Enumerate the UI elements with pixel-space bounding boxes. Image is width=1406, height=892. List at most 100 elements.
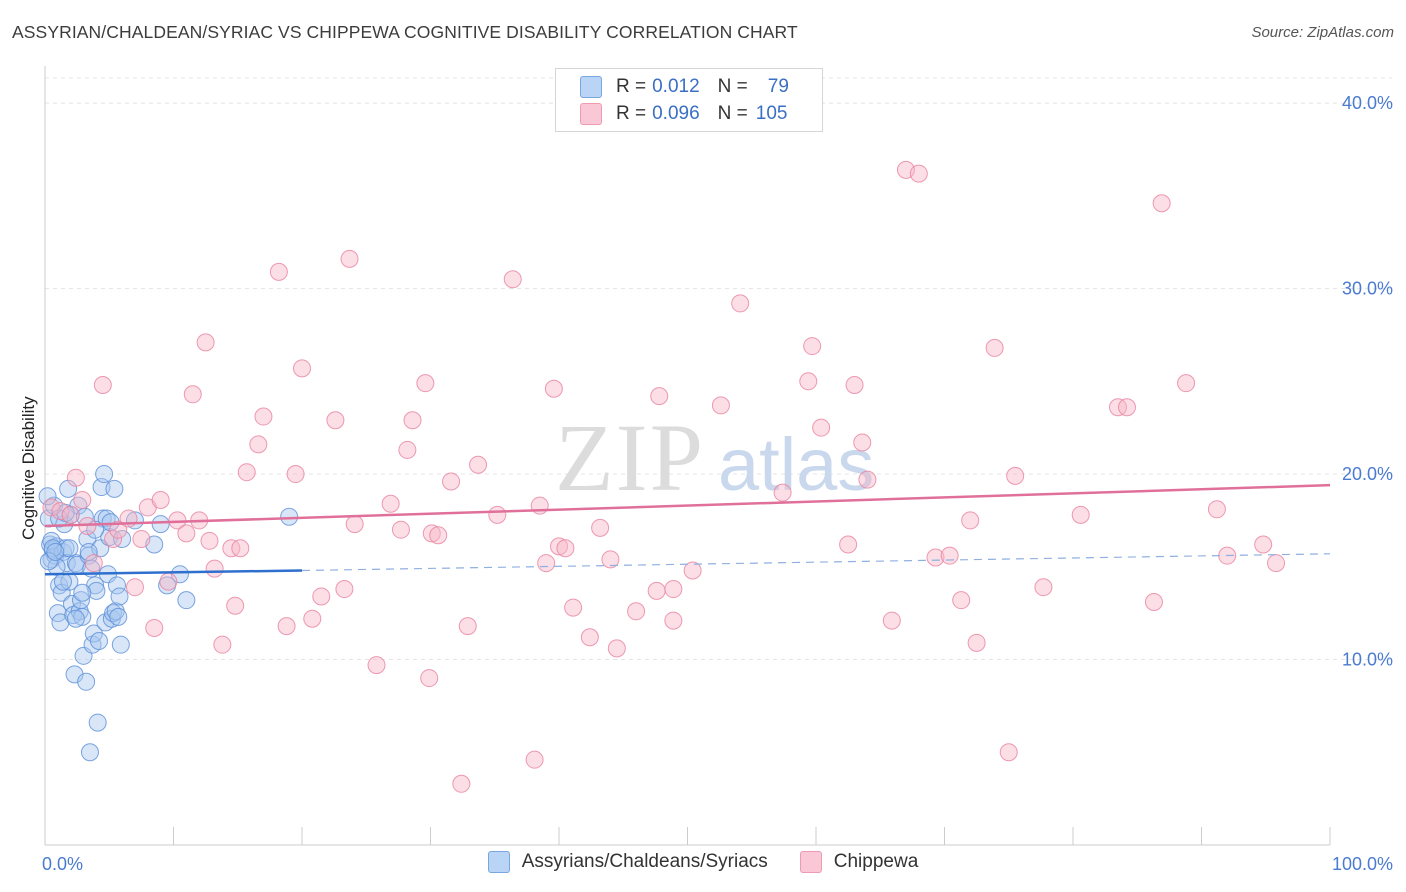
series-legend: Assyrians/Chaldeans/Syriacs Chippewa — [0, 851, 1406, 873]
data-point — [213, 635, 232, 654]
source-label: Source: ZipAtlas.com — [1251, 24, 1394, 41]
data-point — [79, 542, 98, 561]
data-point — [1144, 593, 1163, 612]
axes — [44, 66, 1331, 846]
data-point — [544, 379, 563, 398]
data-point — [1034, 578, 1053, 597]
data-point — [1177, 374, 1196, 393]
data-point — [286, 465, 305, 484]
y-tick-label: 20.0% — [1342, 464, 1393, 484]
trend-line-assyrians — [44, 569, 303, 576]
data-point — [89, 631, 108, 650]
legend-n-value: 79 — [767, 76, 789, 97]
data-point — [711, 396, 730, 415]
legend-n-label: N = — [717, 76, 748, 97]
data-point — [205, 559, 224, 578]
data-point — [580, 628, 599, 647]
legend-item-assyrians[interactable]: Assyrians/Chaldeans/Syriacs — [487, 851, 768, 873]
data-point — [293, 359, 311, 378]
data-point — [73, 491, 92, 510]
data-point — [66, 609, 85, 628]
data-point — [66, 468, 85, 487]
legend-swatch-chippewa — [580, 103, 602, 125]
data-point — [1006, 466, 1025, 485]
watermark: ZIP atlas — [555, 404, 874, 511]
data-point — [110, 587, 129, 606]
legend-swatch-assyrians — [487, 851, 510, 873]
data-point — [601, 550, 620, 569]
legend-swatch-chippewa — [799, 851, 822, 873]
data-point — [53, 572, 72, 591]
data-point — [909, 164, 928, 183]
data-point — [556, 539, 575, 558]
data-point — [731, 294, 750, 313]
data-point — [73, 583, 92, 602]
data-point — [1117, 398, 1136, 417]
data-point — [525, 750, 544, 769]
y-tick-label: 40.0% — [1342, 93, 1393, 113]
data-point — [280, 507, 299, 526]
data-point — [381, 494, 400, 513]
data-point — [591, 518, 610, 537]
data-point — [145, 618, 164, 637]
data-point — [111, 635, 130, 654]
data-point — [1152, 194, 1171, 213]
data-point — [458, 617, 477, 636]
data-point — [312, 587, 331, 606]
data-point — [398, 440, 417, 459]
data-point — [416, 374, 435, 393]
data-point — [442, 472, 461, 491]
data-point — [151, 491, 170, 510]
data-point — [1207, 500, 1226, 519]
legend-label-assyrians: Assyrians/Chaldeans/Syriacs — [521, 851, 768, 872]
x-tick-label-max: 100.0% — [1332, 854, 1393, 874]
data-point — [340, 249, 359, 268]
data-point — [882, 611, 901, 630]
data-point — [952, 591, 971, 610]
trend-lines — [44, 483, 1331, 576]
data-point — [73, 607, 92, 626]
data-point — [231, 539, 250, 558]
legend-item-chippewa[interactable]: Chippewa — [799, 851, 918, 873]
y-tick-label: 10.0% — [1342, 650, 1393, 670]
series-chippewa-points — [42, 160, 1286, 793]
data-point — [647, 581, 666, 600]
data-point — [420, 669, 439, 688]
data-point — [999, 743, 1018, 762]
data-point — [985, 338, 1004, 357]
data-point — [109, 607, 128, 626]
data-point — [940, 546, 959, 565]
data-point — [196, 333, 215, 352]
legend-row-chippewa: R = 0.096 N = 105 — [580, 102, 787, 126]
data-point — [967, 633, 986, 652]
data-point — [159, 572, 178, 591]
data-point — [183, 385, 202, 404]
data-point — [39, 552, 58, 571]
data-point — [845, 376, 864, 395]
data-point — [177, 591, 196, 610]
legend-r-label: R = — [616, 76, 647, 97]
x-tick-label-min: 0.0% — [42, 854, 83, 874]
data-point — [46, 542, 65, 561]
data-point — [488, 505, 507, 524]
data-point — [1267, 554, 1286, 573]
data-point — [326, 411, 345, 430]
data-point — [177, 524, 196, 543]
data-point — [109, 520, 128, 539]
data-point — [403, 411, 422, 430]
data-point — [200, 531, 219, 550]
correlation-legend: R = 0.012 N = 79 R = 0.096 N = 105 — [555, 68, 823, 132]
trend-line-chippewa — [44, 483, 1331, 528]
data-point — [853, 433, 872, 452]
data-point — [80, 743, 99, 762]
data-point — [564, 598, 583, 617]
data-point — [550, 537, 568, 556]
legend-n-label: N = — [717, 103, 748, 124]
watermark-zip: ZIP — [555, 404, 705, 511]
data-point — [226, 596, 245, 615]
data-point — [254, 407, 273, 426]
legend-n-value: 105 — [755, 103, 788, 124]
data-point — [1071, 505, 1090, 524]
data-point — [664, 611, 683, 630]
